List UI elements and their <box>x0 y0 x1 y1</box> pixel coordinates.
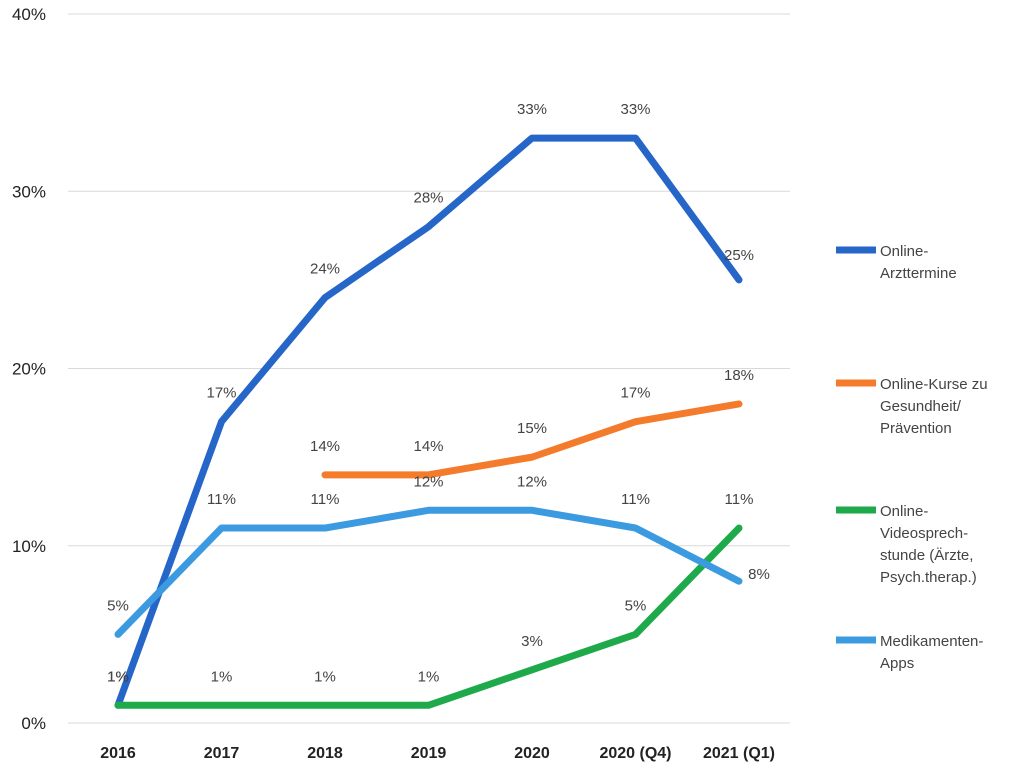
y-tick-label: 20% <box>12 360 46 379</box>
data-label: 15% <box>517 420 547 437</box>
x-tick-label: 2019 <box>411 745 447 762</box>
data-label: 14% <box>413 438 443 455</box>
x-tick-label: 2020 (Q4) <box>599 745 671 762</box>
series-line-1 <box>114 134 743 709</box>
legend-label: Online- <box>880 243 928 260</box>
series-line-4 <box>114 506 743 638</box>
data-label: 33% <box>620 101 650 118</box>
legend-label: Videosprech- <box>880 525 968 542</box>
data-label: 1% <box>418 668 440 685</box>
data-label: 1% <box>314 668 336 685</box>
legend-label: stunde (Ärzte, <box>880 547 973 564</box>
data-label: 12% <box>517 473 547 490</box>
data-label: 14% <box>310 438 340 455</box>
data-label: 12% <box>413 473 443 490</box>
legend-label: Prävention <box>880 420 952 437</box>
data-label: 1% <box>107 668 129 685</box>
legend-label: Arzttermine <box>880 265 957 282</box>
data-label: 33% <box>517 101 547 118</box>
legend-label: Online-Kurse zu <box>880 376 988 393</box>
x-tick-label: 2017 <box>204 745 240 762</box>
data-label: 5% <box>625 597 647 614</box>
legend-label: Medikamenten- <box>880 633 983 650</box>
legend-label: Psych.therap.) <box>880 569 977 586</box>
y-tick-label: 10% <box>12 537 46 556</box>
data-label: 1% <box>107 668 129 685</box>
data-label: 1% <box>211 668 233 685</box>
data-label: 17% <box>620 385 650 402</box>
data-label: 3% <box>521 633 543 650</box>
x-tick-label: 2020 <box>514 745 550 762</box>
y-tick-label: 30% <box>12 182 46 201</box>
data-label: 8% <box>748 566 770 583</box>
x-tick-label: 2018 <box>307 745 343 762</box>
legend-label: Online- <box>880 503 928 520</box>
data-label: 11% <box>311 491 340 508</box>
data-label: 24% <box>310 261 340 278</box>
y-tick-label: 0% <box>21 714 46 733</box>
data-label: 17% <box>206 385 236 402</box>
x-tick-label: 2021 (Q1) <box>703 745 775 762</box>
data-label: 28% <box>413 190 443 207</box>
legend-label: Gesundheit/ <box>880 398 962 415</box>
data-label: 11% <box>725 491 754 508</box>
data-label: 25% <box>724 247 754 264</box>
data-label: 11% <box>621 491 650 508</box>
x-tick-label: 2016 <box>100 745 136 762</box>
legend-label: Apps <box>880 655 914 672</box>
series-line-2 <box>321 400 743 479</box>
data-label: 11% <box>207 491 236 508</box>
data-label: 5% <box>107 597 129 614</box>
data-label: 18% <box>724 367 754 384</box>
series-line-3 <box>114 524 743 709</box>
y-tick-label: 40% <box>12 5 46 24</box>
